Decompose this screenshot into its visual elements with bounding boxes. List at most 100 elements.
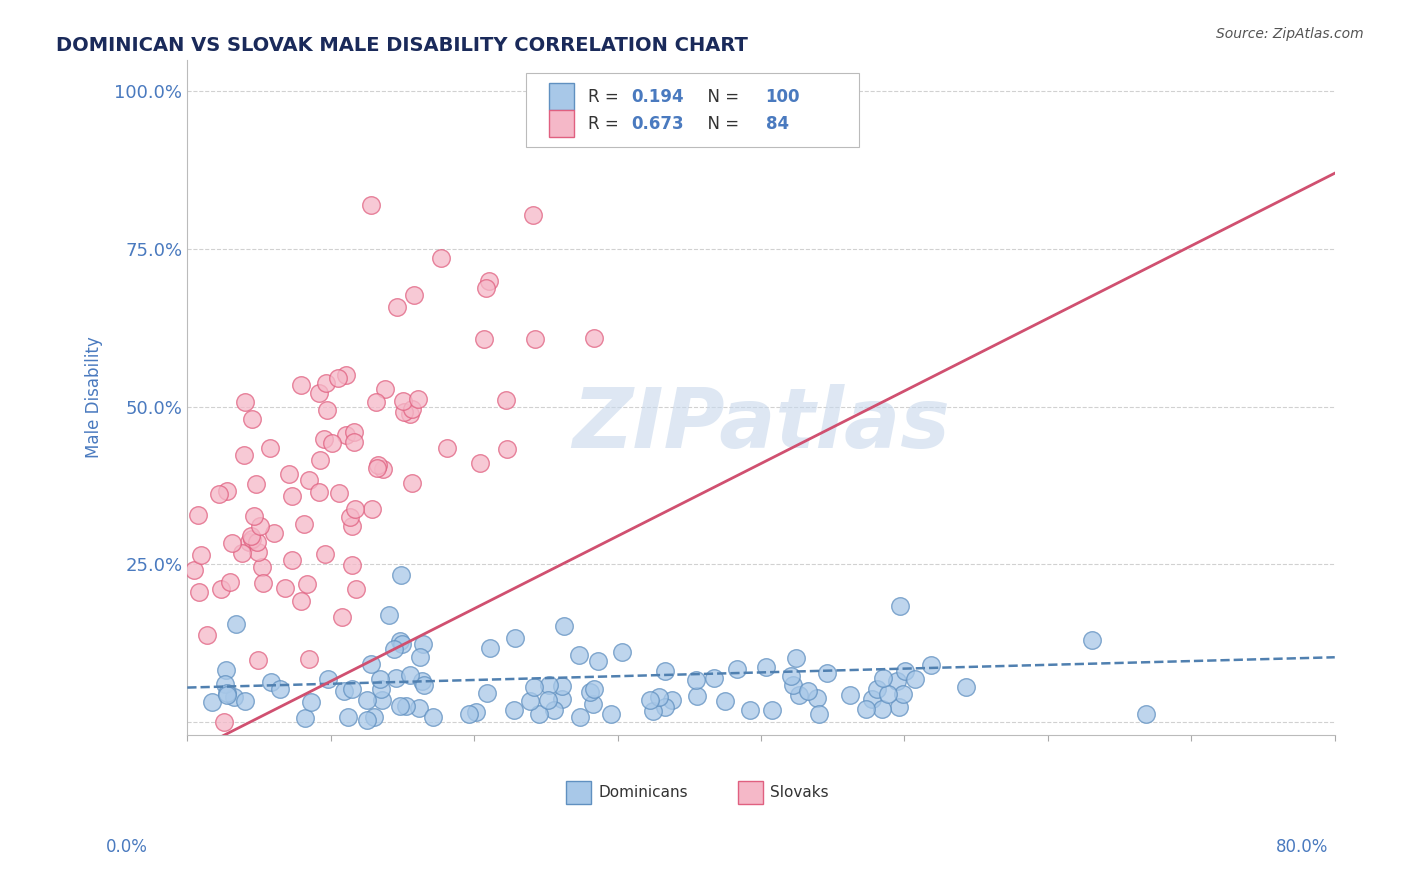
Point: [780, 669, 803, 683]
Point: [308, 386, 330, 401]
Point: [686, 690, 709, 704]
Point: [391, 394, 413, 409]
Point: [315, 376, 337, 390]
Text: ZIPatlas: ZIPatlas: [572, 384, 950, 465]
Point: [385, 672, 408, 686]
Point: [335, 368, 357, 382]
Point: [808, 706, 831, 721]
Point: [782, 678, 804, 692]
Text: N =: N =: [697, 115, 744, 133]
Point: [389, 698, 412, 713]
Point: [408, 700, 430, 714]
Point: [360, 502, 382, 516]
Point: [588, 654, 610, 668]
Point: [260, 674, 283, 689]
Point: [1135, 707, 1157, 722]
Point: [478, 641, 501, 656]
Point: [299, 695, 322, 709]
Point: [402, 288, 425, 302]
Point: [243, 509, 266, 524]
FancyBboxPatch shape: [526, 73, 859, 147]
Point: [360, 657, 382, 672]
Point: [411, 674, 433, 689]
Point: [412, 637, 434, 651]
Point: [366, 460, 388, 475]
Point: [316, 673, 339, 687]
Point: [214, 715, 236, 730]
Point: [886, 674, 908, 689]
Point: [201, 695, 224, 709]
Point: [583, 331, 606, 345]
Point: [239, 529, 262, 543]
Point: [249, 519, 271, 533]
Point: [475, 686, 498, 700]
Text: Source: ZipAtlas.com: Source: ZipAtlas.com: [1216, 27, 1364, 41]
Point: [429, 252, 451, 266]
Point: [342, 558, 364, 572]
Point: [399, 668, 422, 682]
Point: [363, 710, 385, 724]
Point: [502, 703, 524, 717]
Point: [894, 664, 917, 678]
Point: [529, 707, 551, 722]
Point: [685, 673, 707, 688]
Point: [368, 672, 391, 686]
Point: [583, 682, 606, 697]
Point: [714, 694, 737, 708]
Point: [343, 435, 366, 450]
Point: [356, 693, 378, 707]
Point: [281, 489, 304, 503]
Point: [328, 370, 350, 384]
Point: [252, 559, 274, 574]
Point: [755, 660, 778, 674]
Point: [855, 702, 877, 716]
Point: [315, 402, 337, 417]
Point: [337, 710, 360, 724]
Point: [233, 694, 256, 708]
Point: [238, 535, 260, 549]
Point: [1081, 632, 1104, 647]
Point: [298, 652, 321, 666]
Point: [217, 484, 239, 499]
Point: [413, 678, 436, 692]
Point: [370, 682, 392, 697]
Point: [208, 487, 231, 501]
Point: [245, 477, 267, 491]
Point: [374, 382, 396, 396]
FancyBboxPatch shape: [548, 111, 574, 137]
Point: [815, 665, 838, 680]
Point: [247, 545, 270, 559]
Text: 0.194: 0.194: [631, 87, 683, 106]
Point: [551, 691, 574, 706]
Point: [543, 703, 565, 717]
Point: [215, 686, 238, 700]
Point: [356, 713, 378, 727]
Point: [364, 395, 387, 409]
Point: [395, 698, 418, 713]
Point: [401, 475, 423, 490]
Point: [263, 525, 285, 540]
Point: [475, 281, 498, 295]
Point: [761, 703, 783, 717]
Point: [839, 688, 862, 702]
Point: [495, 392, 517, 407]
Point: [252, 576, 274, 591]
Point: [209, 582, 232, 596]
Text: R =: R =: [588, 87, 624, 106]
Point: [344, 502, 367, 516]
Point: [472, 332, 495, 346]
Y-axis label: Male Disability: Male Disability: [86, 336, 103, 458]
Point: [470, 456, 492, 470]
Point: [240, 532, 263, 546]
Point: [371, 462, 394, 476]
Point: [190, 548, 212, 562]
Point: [214, 677, 236, 691]
Point: [458, 706, 481, 721]
Point: [582, 697, 605, 711]
Point: [278, 467, 301, 481]
Point: [641, 704, 664, 718]
Point: [887, 699, 910, 714]
Text: 84: 84: [766, 115, 789, 133]
Point: [240, 412, 263, 426]
Point: [343, 425, 366, 440]
